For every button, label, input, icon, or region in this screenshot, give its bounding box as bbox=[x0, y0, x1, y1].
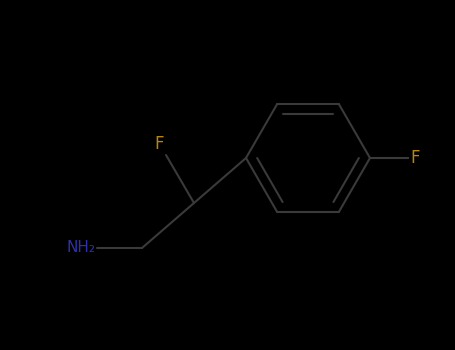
Text: NH₂: NH₂ bbox=[66, 240, 95, 256]
Text: F: F bbox=[410, 149, 420, 167]
Text: F: F bbox=[155, 135, 164, 153]
